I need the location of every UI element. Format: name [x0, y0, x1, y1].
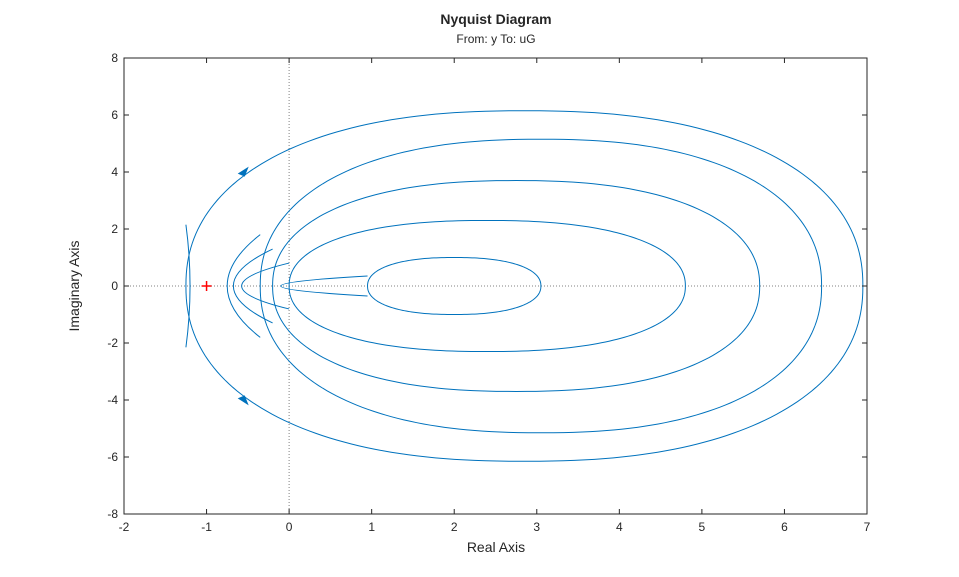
nyquist-branch	[185, 224, 191, 348]
y-axis-label: Imaginary Axis	[66, 240, 82, 331]
chart-title: Nyquist Diagram	[440, 11, 551, 27]
direction-arrow	[237, 395, 249, 406]
x-tick-label: 7	[864, 520, 871, 534]
nyquist-branch	[226, 234, 261, 338]
markers	[201, 166, 249, 406]
y-tick-label: 0	[111, 279, 118, 293]
nyquist-branch	[232, 248, 273, 324]
y-tick-label: -6	[107, 450, 118, 464]
chart-subtitle: From: y To: uG	[456, 32, 535, 46]
zero-lines	[124, 58, 867, 514]
nyquist-loop	[288, 219, 686, 353]
y-tick-label: 4	[111, 165, 118, 179]
nyquist-branch	[241, 262, 290, 310]
x-tick-label: 0	[286, 520, 293, 534]
x-axis-label: Real Axis	[467, 539, 525, 555]
axis-ticks: -2 -1 0 1 2 3 4 5 6 7 -8 -6 -4 -2 0 2 4 6 8	[107, 51, 870, 534]
x-tick-label: 5	[699, 520, 706, 534]
y-tick-label: 8	[111, 51, 118, 65]
x-tick-label: 4	[616, 520, 623, 534]
y-tick-label: 6	[111, 108, 118, 122]
x-tick-label: 6	[781, 520, 788, 534]
nyquist-branch	[280, 275, 368, 297]
nyquist-loop	[367, 256, 542, 316]
x-tick-label: 2	[451, 520, 458, 534]
x-tick-label: 3	[533, 520, 540, 534]
x-tick-label: 1	[368, 520, 375, 534]
y-tick-label: -2	[107, 336, 118, 350]
nyquist-loop	[272, 180, 761, 392]
nyquist-loop	[185, 110, 864, 462]
y-tick-label: -4	[107, 393, 118, 407]
direction-arrow	[237, 166, 249, 177]
y-tick-label: -8	[107, 507, 118, 521]
nyquist-curves	[185, 110, 864, 462]
x-tick-label: -2	[119, 520, 130, 534]
y-tick-label: 2	[111, 222, 118, 236]
x-tick-label: -1	[201, 520, 212, 534]
nyquist-loop	[259, 138, 823, 434]
